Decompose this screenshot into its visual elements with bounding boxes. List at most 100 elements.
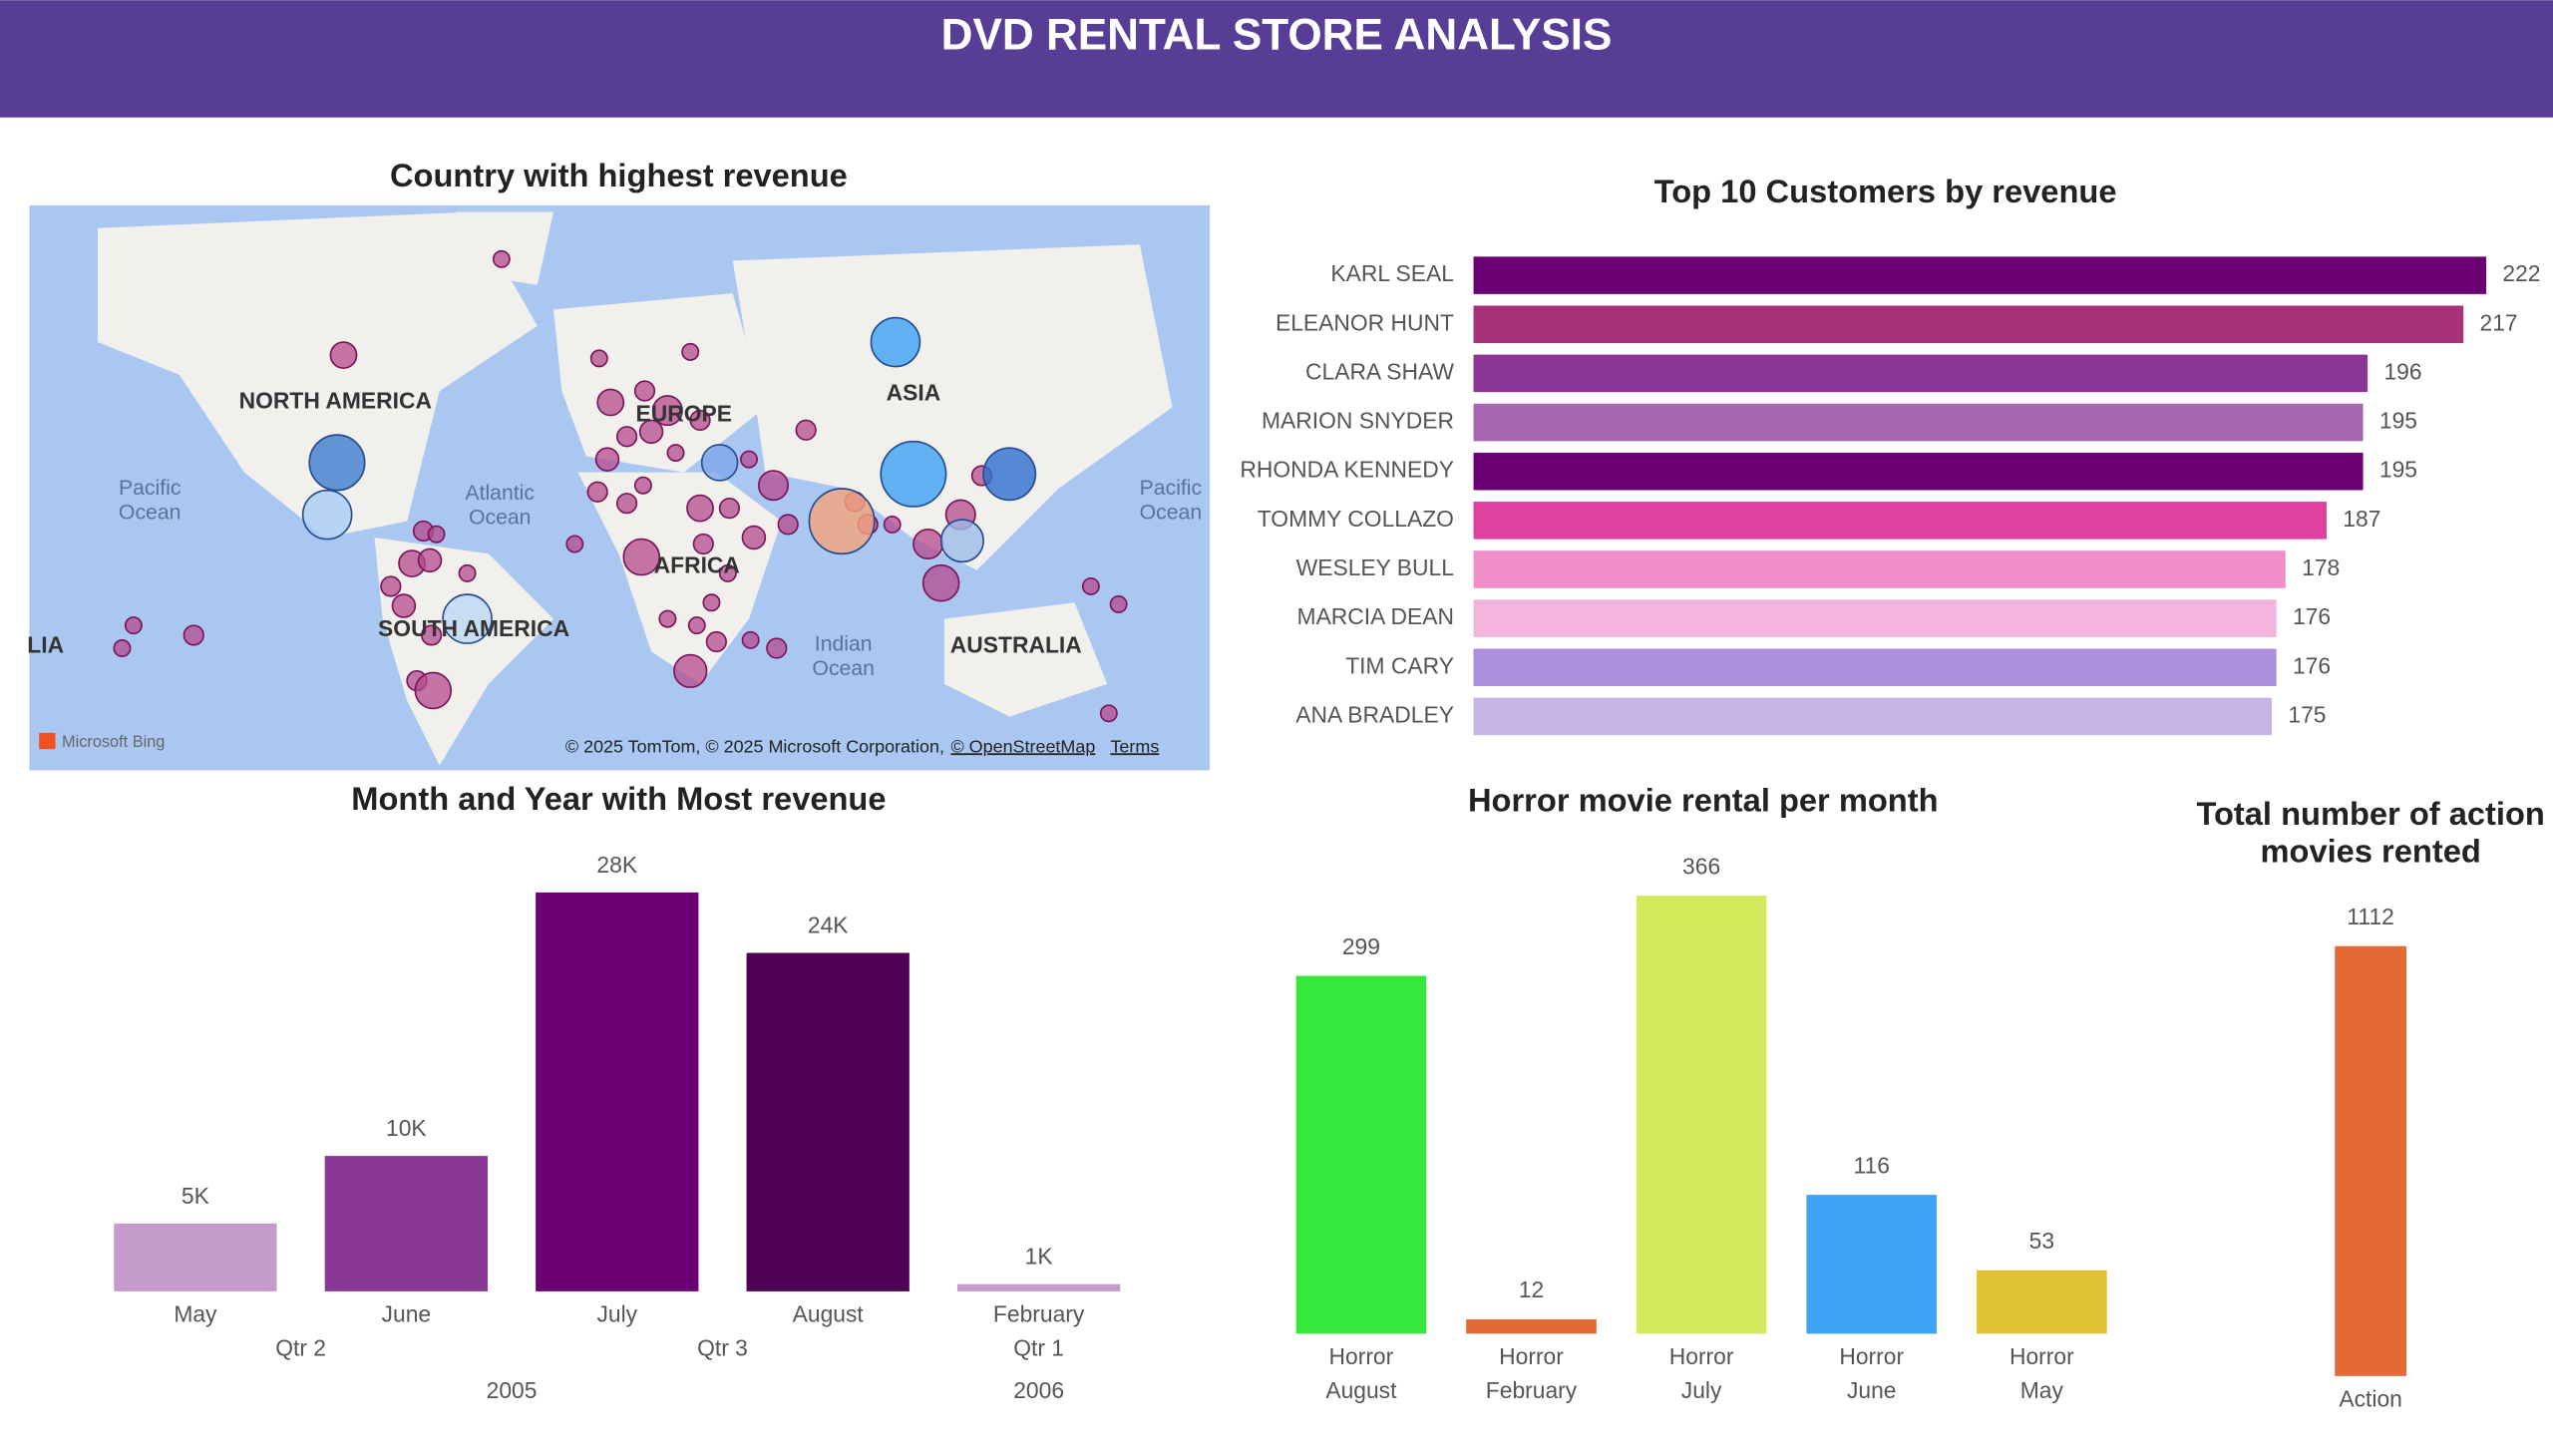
- map-label: Atlantic Ocean: [465, 482, 535, 529]
- map-bubble: [692, 533, 714, 555]
- data-label: 195: [2379, 457, 2417, 483]
- map-terms-link[interactable]: Terms: [1110, 736, 1159, 756]
- bar: [1636, 896, 1767, 1334]
- map-label: SOUTH AMERICA: [378, 615, 569, 641]
- map-bubble: [427, 525, 446, 544]
- map-label: Indian Ocean: [812, 632, 875, 679]
- x-group-label: Qtr 1: [1013, 1335, 1064, 1361]
- bar: [1473, 697, 2273, 736]
- bar: [114, 1223, 277, 1291]
- map-land: [97, 211, 1173, 766]
- data-label: 176: [2293, 603, 2331, 629]
- map-bubble: [113, 639, 132, 657]
- header-title: DVD RENTAL STORE ANALYSIS: [941, 10, 1613, 59]
- bar: [746, 952, 910, 1291]
- y-tick-label: MARCIA DEAN: [1297, 603, 1454, 629]
- map-bubble: [921, 563, 960, 602]
- map-bubble: [681, 342, 700, 361]
- data-label: 187: [2343, 506, 2380, 532]
- bar: [324, 1156, 488, 1291]
- map-bubble: [687, 616, 706, 635]
- bar: [1295, 975, 1427, 1334]
- data-label: 10K: [386, 1115, 427, 1141]
- data-label: 24K: [808, 911, 849, 937]
- map-bubble: [689, 409, 711, 432]
- data-label: 217: [2480, 309, 2518, 335]
- y-tick-label: ELEANOR HUNT: [1276, 309, 1454, 335]
- map-bubble: [458, 563, 477, 582]
- x-tick-label: August: [793, 1300, 865, 1326]
- map-osm-link[interactable]: © OpenStreetMap: [950, 736, 1095, 756]
- bing-logo: [39, 732, 56, 750]
- x-group-label: 2005: [487, 1377, 538, 1403]
- map-bubble: [421, 624, 443, 646]
- map-brand: Microsoft Bing: [62, 733, 165, 751]
- map-bubble: [912, 529, 944, 560]
- data-label: 366: [1682, 853, 1720, 879]
- map-bubble: [622, 538, 661, 576]
- x-tick-label: Horror February: [1486, 1343, 1578, 1403]
- bar: [957, 1283, 1121, 1291]
- map-bubble: [777, 514, 799, 536]
- map-bubble: [982, 447, 1037, 502]
- y-tick-label: TIM CARY: [1345, 652, 1454, 678]
- bar: [1466, 1318, 1597, 1334]
- data-label: 222: [2502, 260, 2540, 286]
- map-bubble: [758, 470, 790, 502]
- map-bubble: [870, 316, 921, 368]
- map-bubble: [880, 440, 947, 508]
- map-attribution: © 2025 TomTom, © 2025 Microsoft Corporat…: [565, 736, 944, 756]
- chart-title: Top 10 Customers by revenue: [1654, 173, 2117, 209]
- map-bubble: [380, 575, 402, 597]
- map-bubble: [615, 493, 638, 515]
- map-bubble: [596, 388, 625, 417]
- map-label: LIA: [27, 631, 64, 657]
- map-bubble: [594, 447, 620, 472]
- bar: [1473, 403, 2364, 442]
- map-label: EUROPE: [635, 401, 731, 427]
- data-label: 1K: [1025, 1244, 1053, 1270]
- data-label: 1112: [2347, 904, 2393, 929]
- x-tick-label: February: [993, 1300, 1085, 1326]
- map-bubble: [883, 515, 902, 534]
- y-tick-label: CLARA SHAW: [1305, 358, 1454, 384]
- map-bubble: [673, 653, 708, 688]
- x-tick-label: July: [596, 1300, 637, 1326]
- map-label: ASIA: [887, 379, 941, 405]
- y-tick-label: RHONDA KENNEDY: [1240, 457, 1454, 483]
- map-bubble: [329, 341, 358, 369]
- map-bubble: [939, 519, 984, 563]
- bar: [1473, 502, 2327, 540]
- data-label: 5K: [182, 1183, 209, 1209]
- map-bubble: [615, 426, 638, 448]
- x-tick-label: Action: [2339, 1385, 2402, 1411]
- map-bubble: [766, 637, 788, 659]
- map-bubble: [1109, 594, 1128, 613]
- bar: [2335, 945, 2407, 1376]
- chart-title: Horror movie rental per month: [1468, 782, 1939, 819]
- map-bubble: [565, 535, 584, 553]
- map-label: AFRICA: [654, 551, 740, 577]
- data-label: 53: [2029, 1228, 2054, 1254]
- map-bubble: [638, 419, 664, 445]
- map-label: NORTH AMERICA: [239, 388, 432, 414]
- header-bar: [0, 0, 2553, 118]
- bar: [1806, 1195, 1938, 1334]
- map-bubble: [1099, 704, 1118, 723]
- x-group-label: 2006: [1013, 1377, 1064, 1403]
- map-bubble: [182, 624, 204, 646]
- map-bubble: [586, 481, 608, 503]
- x-tick-label: Horror August: [1325, 1343, 1397, 1403]
- data-label: 178: [2302, 554, 2340, 580]
- map-bubble: [718, 497, 741, 520]
- map-bubble: [633, 476, 652, 495]
- map-bubble: [666, 444, 685, 463]
- map-bubble: [442, 593, 493, 644]
- y-tick-label: MARION SNYDER: [1262, 408, 1454, 434]
- y-tick-label: WESLEY BULL: [1296, 554, 1454, 580]
- map-label: Pacific Ocean: [1140, 477, 1203, 524]
- bar: [1473, 550, 2286, 588]
- data-label: 175: [2288, 701, 2326, 727]
- map-bubble: [658, 609, 677, 628]
